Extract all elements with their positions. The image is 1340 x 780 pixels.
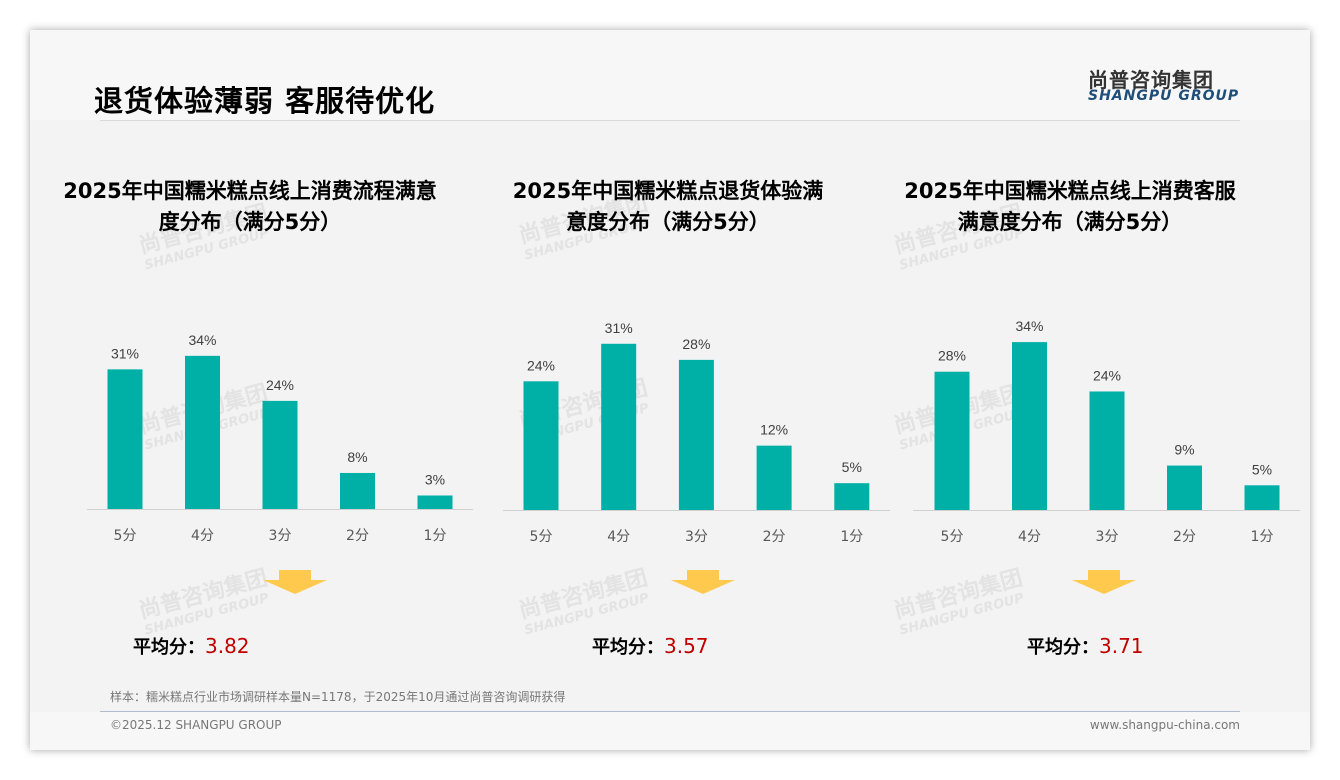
x-tick-label: 1分 [424,528,447,544]
data-label: 24% [527,357,555,373]
x-tick-label: 4分 [191,528,214,544]
average-label: 平均分： [1027,637,1099,658]
data-label: 28% [682,336,710,352]
data-label: 9% [1174,442,1194,458]
chart-title-line: 满意度分布（满分5分） [957,210,1183,234]
website-link[interactable]: www.shangpu-china.com [1089,718,1240,732]
chart-title-line: 意度分布（满分5分） [566,210,770,234]
average-score-1: 平均分：3.82 [133,633,250,659]
average-label: 平均分： [133,637,205,658]
bar [834,483,870,510]
logo-text-en: SHANGPU GROUP [1088,88,1240,104]
logo-text-cn: 尚普咨询集团 [1088,68,1214,92]
average-value: 3.71 [1099,634,1144,658]
data-label: 34% [1015,318,1043,334]
x-tick-label: 2分 [1173,529,1196,545]
data-label: 12% [760,422,788,438]
footer [30,712,1310,750]
x-tick-label: 4分 [1018,529,1041,545]
footer-divider [100,711,1240,712]
bar [262,400,298,509]
chart-title-2: 2025年中国糯米糕点退货体验满 意度分布（满分5分） [448,176,888,238]
bar [107,369,143,509]
bar [601,343,637,510]
x-tick-label: 3分 [1096,529,1119,545]
page-title: 退货体验薄弱 客服待优化 [94,84,436,118]
chart-title-line: 2025年中国糯米糕点线上消费流程满意 [63,179,437,203]
data-label: 31% [605,320,633,336]
data-label: 34% [188,332,216,348]
data-label: 24% [266,377,294,393]
x-tick-label: 5分 [941,529,964,545]
down-arrow-icon [671,570,735,594]
data-label: 5% [842,459,862,475]
bar [1012,342,1047,510]
average-label: 平均分： [592,637,664,658]
bar [1167,465,1202,510]
average-score-2: 平均分：3.57 [592,633,709,659]
x-tick-label: 1分 [1251,529,1274,545]
chart-title-3: 2025年中国糯米糕点线上消费客服 满意度分布（满分5分） [850,176,1290,238]
data-label: 28% [938,348,966,364]
chart-title-1: 2025年中国糯米糕点线上消费流程满意 度分布（满分5分） [30,176,470,238]
data-label: 24% [1093,367,1121,383]
slide: 退货体验薄弱 客服待优化 尚普咨询集团 SHANGPU GROUP 尚普咨询集团… [30,30,1310,750]
bar [1089,391,1125,510]
x-tick-label: 3分 [269,528,292,544]
copyright: ©2025.12 SHANGPU GROUP [110,718,282,732]
sample-note: 样本：糯米糕点行业市场调研样本量N=1178，于2025年10月通过尚普咨询调研… [110,690,566,704]
header [30,30,1310,120]
chart-title-line: 度分布（满分5分） [158,210,342,234]
bar [934,371,970,510]
chart-title-line: 2025年中国糯米糕点退货体验满 [512,179,824,203]
x-tick-label: 4分 [607,529,630,545]
x-tick-label: 3分 [685,529,708,545]
bar [1244,485,1280,510]
bar [756,445,792,510]
average-value: 3.57 [664,634,709,658]
x-tick-label: 2分 [763,529,786,545]
data-label: 8% [347,449,367,465]
bar [523,381,559,510]
chart-title-line: 2025年中国糯米糕点线上消费客服 [904,179,1236,203]
bar [417,495,453,509]
data-label: 3% [425,471,445,487]
data-label: 31% [111,345,139,361]
header-divider [100,120,1240,121]
x-tick-label: 5分 [114,528,137,544]
bar [678,359,714,510]
bar [185,355,220,509]
x-tick-label: 2分 [346,528,369,544]
data-label: 5% [1252,461,1272,477]
bar [340,472,375,509]
bar-charts: 31% 5分 34% 4分 24% 3分 8% 2分 3% 1分 24% 5分 31% 4分 28% 3分 12… [87,318,1300,594]
average-value: 3.82 [205,634,250,658]
x-tick-label: 5分 [530,529,553,545]
down-arrow-icon [1072,570,1136,594]
down-arrow-icon [263,570,327,594]
x-tick-label: 1分 [840,529,863,545]
average-score-3: 平均分：3.71 [1027,633,1144,659]
